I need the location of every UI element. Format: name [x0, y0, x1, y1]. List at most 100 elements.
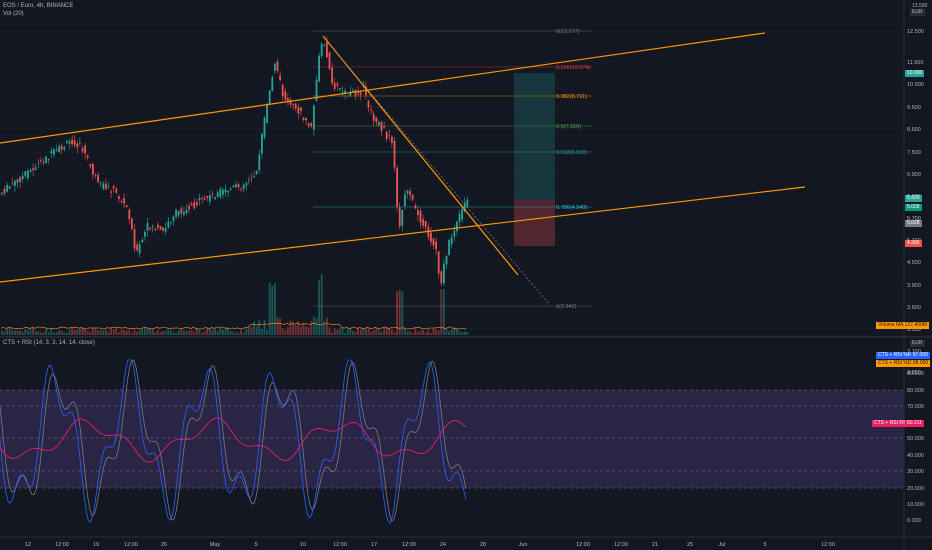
volume-bar	[432, 327, 435, 335]
candle-body	[370, 109, 372, 111]
volume-bar	[331, 332, 333, 335]
candle-body	[97, 175, 99, 182]
descending-trendline[interactable]	[322, 35, 519, 276]
volume-bar	[401, 291, 404, 335]
volume-bar	[206, 328, 209, 335]
volume-bar	[92, 329, 94, 335]
candle-body	[310, 123, 313, 127]
candle-body	[333, 82, 336, 89]
volume-bar	[8, 327, 11, 335]
candle-body	[276, 61, 279, 72]
candle-body	[359, 92, 362, 95]
indicator-axis[interactable]: 90.00080.00070.00060.00050.00040.00030.0…	[907, 371, 924, 524]
candle-body	[42, 161, 45, 163]
volume-bar	[177, 330, 180, 335]
volume-bar	[380, 332, 383, 335]
long-position-profit-zone[interactable]	[514, 73, 555, 200]
candle-body	[458, 213, 461, 222]
volume-bar	[445, 328, 448, 335]
volume-bar	[406, 331, 409, 335]
candle-body	[232, 185, 235, 188]
candle-body	[336, 83, 339, 86]
volume-bar	[409, 331, 411, 335]
volume-bar	[263, 319, 266, 335]
volume-bar	[274, 283, 276, 335]
volume-legend[interactable]: Vol (20)	[3, 11, 24, 17]
candle-body	[183, 212, 185, 215]
candle-body	[71, 139, 73, 144]
volume-bar	[365, 328, 367, 335]
candle-body	[466, 199, 469, 207]
candle-body	[188, 205, 190, 210]
indicator-levels	[0, 389, 904, 489]
fibonacci-retracement[interactable]: 0(12.277) 0.236(10.074) 0.382(8.711) 0.5(7.…	[313, 29, 592, 310]
volume-bar	[443, 289, 445, 335]
candle-body	[388, 134, 391, 136]
candle-body	[58, 146, 60, 153]
indicator-legend[interactable]: CTS + RSI (14, 3, 3, 14, 14, close)	[3, 340, 95, 346]
volume-bar	[383, 328, 385, 335]
volume-bar	[404, 328, 406, 335]
time-tick-label: 24	[440, 542, 446, 548]
time-tick-label: 12	[25, 542, 31, 548]
volume-bar	[232, 331, 235, 335]
candle-body	[229, 188, 232, 190]
stoch-d-line	[0, 359, 467, 522]
rsi-badge-label: CTS + RSI RSI	[872, 420, 910, 427]
candle-body	[445, 255, 448, 265]
volume-bar	[411, 332, 414, 335]
volume-bar	[99, 330, 102, 335]
long-position-stop-zone[interactable]	[514, 200, 555, 246]
volume-bar	[157, 329, 159, 335]
volume-bar	[367, 328, 370, 335]
candle-body	[110, 191, 112, 193]
volume-bar	[107, 331, 110, 335]
volume-bar	[292, 321, 294, 335]
volume-bar	[45, 328, 47, 335]
candle-body	[219, 188, 222, 198]
candle-body	[79, 143, 81, 145]
volume-bar	[11, 330, 14, 335]
candle-body	[422, 219, 424, 226]
volume-bar	[16, 330, 19, 335]
channel-upper-trendline[interactable]	[0, 32, 766, 144]
volume-bar	[328, 327, 331, 335]
volume-bars	[1, 274, 469, 335]
candle-body	[141, 239, 144, 243]
candle-body	[398, 207, 401, 227]
candle-body	[198, 198, 201, 201]
fib-level-label: 1(2.942)	[556, 304, 577, 310]
volume-bar	[81, 327, 84, 335]
candle-body	[354, 89, 357, 96]
candle-body	[50, 150, 53, 154]
time-tick-label: 12:00	[614, 542, 628, 548]
volume-bar	[393, 332, 396, 335]
candle-body	[136, 244, 138, 251]
projection-dashed-line[interactable]	[329, 44, 551, 306]
candle-body	[159, 226, 162, 230]
volume-bar	[344, 332, 346, 335]
candle-body	[385, 131, 388, 139]
indicator-tick-label: 0.000	[907, 518, 921, 524]
volume-bar	[6, 328, 8, 335]
volume-bar	[118, 332, 120, 335]
price-tick-label: 3.900	[907, 283, 921, 289]
channel-lower-trendline[interactable]	[0, 186, 806, 283]
volume-bar	[333, 328, 336, 335]
volume-bar	[370, 331, 372, 335]
price-tick-label: 12.500	[907, 29, 924, 35]
price-tick-label: 6.900	[907, 172, 921, 178]
volume-bar	[216, 331, 219, 335]
candle-body	[362, 86, 365, 88]
volume-bar	[422, 329, 424, 335]
symbol-title[interactable]: EOS / Euro, 4h, BINANCE	[3, 3, 74, 9]
candle-body	[21, 175, 24, 180]
time-axis[interactable]: 12 12:00 19 12:00 26 May 5 10 12:00 17 12:00 24 28 Ju…	[25, 542, 835, 548]
candle-body	[287, 98, 289, 102]
volume-bar	[102, 330, 105, 335]
candle-body	[27, 170, 29, 179]
volume-bar	[42, 332, 45, 335]
candle-body	[37, 163, 40, 164]
volume-bar	[378, 329, 380, 335]
